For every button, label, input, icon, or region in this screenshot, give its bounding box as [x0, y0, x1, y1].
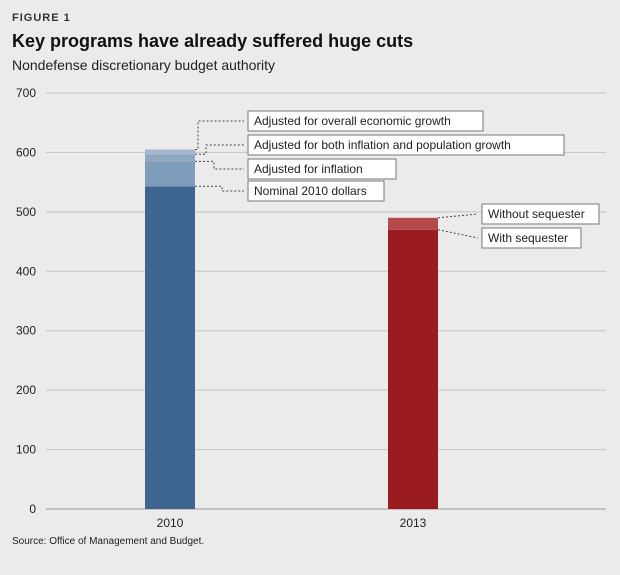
callout-leader-5: [437, 229, 479, 239]
x-tick-label-2013: 2013: [400, 516, 427, 530]
x-tick-label-2010: 2010: [157, 516, 184, 530]
y-tick-label-700: 700: [16, 86, 36, 100]
source-note: Source: Office of Management and Budget.: [12, 536, 205, 547]
bar-2010-segment-3: [145, 149, 195, 155]
bar-2010-segment-1: [145, 161, 195, 187]
y-tick-label-200: 200: [16, 383, 36, 397]
callout-leader-4: [437, 213, 479, 219]
callout-leader-3: [195, 185, 244, 192]
callout-leader-1: [195, 144, 244, 155]
chart-title: Key programs have already suffered huge …: [12, 31, 414, 51]
callout-box-5: [481, 227, 582, 249]
x-axis-ticks: 2010 2013: [157, 516, 427, 530]
callout-label-2: Adjusted for inflation: [254, 162, 363, 176]
callouts: Adjusted for overall economic growth Adju…: [195, 110, 600, 249]
y-axis-ticks: 0 100 200 300 400 500 600 700: [16, 86, 36, 516]
bars: [145, 149, 438, 509]
y-tick-label-0: 0: [29, 502, 36, 516]
callout-label-0: Adjusted for overall economic growth: [254, 114, 451, 128]
callout-label-4: Without sequester: [488, 207, 585, 221]
y-tick-label-300: 300: [16, 324, 36, 338]
y-tick-label-600: 600: [16, 145, 36, 159]
bar-2013-segment-1: [388, 217, 438, 230]
callout-box-0: [247, 110, 484, 132]
bar-2013-segment-0: [388, 229, 438, 509]
callout-box-1: [247, 134, 565, 156]
chart-subtitle: Nondefense discretionary budget authorit…: [12, 57, 276, 73]
callout-label-5: With sequester: [488, 231, 568, 245]
y-tick-label-400: 400: [16, 264, 36, 278]
bar-2010-segment-0: [145, 186, 195, 509]
bar-2010-segment-2: [145, 154, 195, 162]
callout-box-4: [481, 203, 600, 225]
callout-box-3: [247, 180, 385, 202]
callout-leader-0: [195, 120, 244, 150]
callout-box-2: [247, 158, 397, 180]
callout-label-3: Nominal 2010 dollars: [254, 184, 367, 198]
callout-leader-2: [195, 160, 244, 170]
gridlines: [46, 92, 606, 510]
y-tick-label-500: 500: [16, 205, 36, 219]
y-tick-label-100: 100: [16, 443, 36, 457]
callout-label-1: Adjusted for both inflation and populati…: [254, 138, 511, 152]
figure-label: FIGURE 1: [12, 12, 71, 24]
